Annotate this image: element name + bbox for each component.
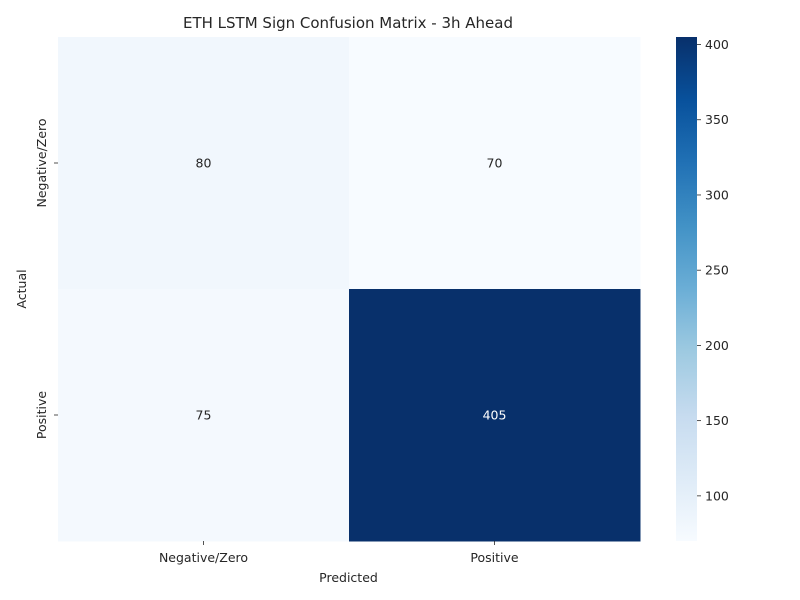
cell-value-label: 75	[196, 408, 212, 423]
colorbar	[676, 37, 697, 541]
y-axis-label: Actual	[14, 269, 29, 308]
colorbar-tick-label: 300	[705, 187, 729, 202]
heatmap-cell	[58, 289, 350, 542]
colorbar-tick-label: 250	[705, 263, 729, 278]
x-tick-label: Negative/Zero	[159, 550, 248, 565]
cell-value-label: 80	[196, 156, 212, 171]
heatmap-cell	[349, 37, 641, 290]
colorbar-tick-label: 350	[705, 112, 729, 127]
colorbar-tick-label: 150	[705, 413, 729, 428]
colorbar-tick-label: 200	[705, 338, 729, 353]
colorbar-ticks: 100 150 200 250 300 350 400	[697, 37, 729, 503]
heatmap-cell	[349, 289, 641, 542]
y-axis-ticks: Negative/Zero Positive	[34, 118, 58, 439]
heatmap-cell-labels: 80 70 75 405	[196, 156, 507, 423]
x-axis-ticks: Negative/Zero Positive	[159, 541, 519, 565]
x-tick-label: Positive	[470, 550, 518, 565]
cell-value-label: 70	[487, 156, 503, 171]
colorbar-tick-label: 400	[705, 37, 729, 52]
heatmap-cells	[58, 37, 641, 542]
heatmap-cell	[58, 37, 350, 290]
chart-title: ETH LSTM Sign Confusion Matrix - 3h Ahea…	[183, 14, 513, 32]
y-tick-label: Positive	[34, 391, 49, 439]
x-axis-label: Predicted	[319, 570, 378, 585]
colorbar-tick-label: 100	[705, 488, 729, 503]
y-tick-label: Negative/Zero	[34, 118, 49, 207]
cell-value-label: 405	[483, 408, 507, 423]
